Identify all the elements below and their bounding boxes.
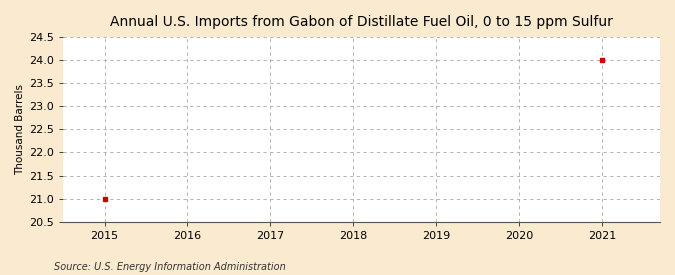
Title: Annual U.S. Imports from Gabon of Distillate Fuel Oil, 0 to 15 ppm Sulfur: Annual U.S. Imports from Gabon of Distil… <box>110 15 613 29</box>
Y-axis label: Thousand Barrels: Thousand Barrels <box>15 84 25 175</box>
Text: Source: U.S. Energy Information Administration: Source: U.S. Energy Information Administ… <box>54 262 286 272</box>
